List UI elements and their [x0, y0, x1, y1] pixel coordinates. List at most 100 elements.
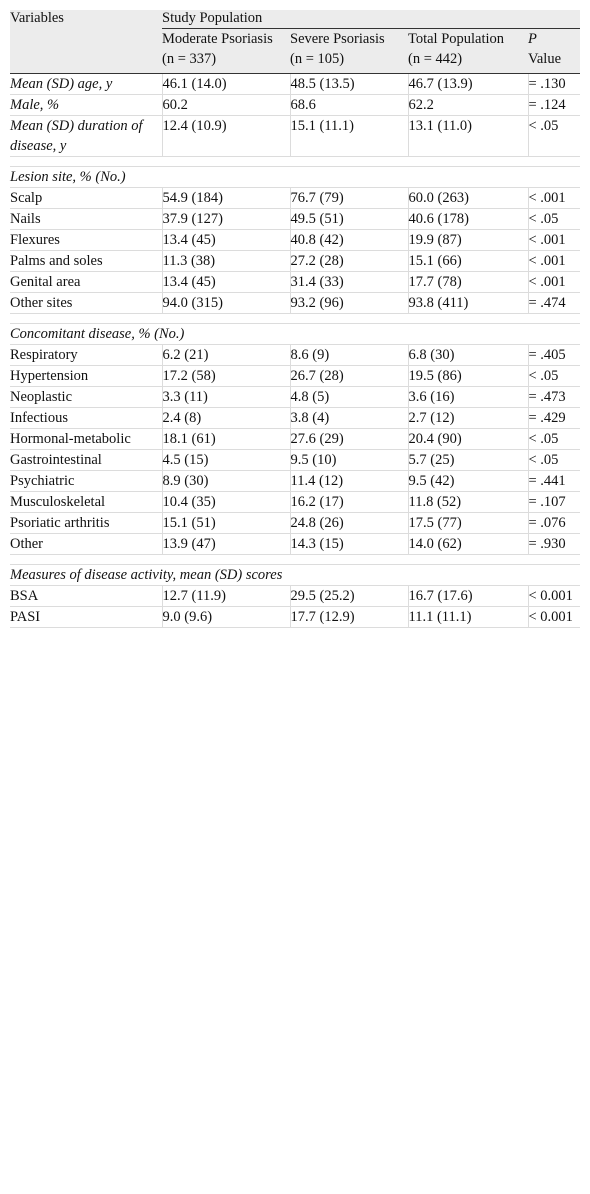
p-value-text: < .05 [528, 452, 559, 468]
row-label: Nails [10, 208, 162, 230]
p-value-text: = .930 [528, 536, 566, 552]
section-spacer [10, 313, 580, 324]
p-value-text: = .473 [528, 389, 566, 405]
p-value-cell: < .001 [527, 187, 580, 209]
p-value-text: < 0.001 [528, 588, 573, 604]
p-value-cell: < .05 [527, 428, 580, 450]
p-value-text: < .05 [528, 211, 559, 227]
moderate-cell: 10.4 (35) [161, 491, 290, 513]
total-column-n: (n = 442) [408, 51, 463, 67]
p-value-cell: < .001 [527, 271, 580, 293]
table-row: Male, % 60.2 68.6 62.2 = .124 [10, 94, 580, 116]
severe-cell: 11.4 (12) [289, 470, 408, 492]
p-value-column-header: P Value [528, 28, 580, 74]
severe-cell: 17.7 (12.9) [289, 606, 408, 628]
row-label: Infectious [10, 407, 162, 429]
row-label: Psychiatric [10, 470, 162, 492]
p-value-text: < .05 [528, 118, 559, 134]
severe-cell: 27.6 (29) [289, 428, 408, 450]
p-value-cell: = .930 [527, 533, 580, 555]
moderate-cell: 18.1 (61) [161, 428, 290, 450]
p-value-cell: < .001 [527, 229, 580, 251]
p-value-cell: = .474 [527, 292, 580, 314]
severe-cell: 76.7 (79) [289, 187, 408, 209]
total-cell: 5.7 (25) [407, 449, 528, 471]
moderate-cell: 9.0 (9.6) [161, 606, 290, 628]
table-row: Neoplastic 3.3 (11) 4.8 (5) 3.6 (16) = .473 [10, 386, 580, 408]
p-value-cell: < .05 [527, 365, 580, 387]
p-value-cell: = .441 [527, 470, 580, 492]
table-body: Mean (SD) age, y 46.1 (14.0) 48.5 (13.5) 46… [10, 73, 580, 628]
moderate-cell: 11.3 (38) [161, 250, 290, 272]
moderate-cell: 94.0 (315) [161, 292, 290, 314]
section-spacer [10, 156, 580, 167]
severe-cell: 15.1 (11.1) [289, 115, 408, 157]
total-column-title: Total Population [408, 31, 505, 47]
severe-cell: 29.5 (25.2) [289, 585, 408, 607]
p-value-cell: < .001 [527, 250, 580, 272]
moderate-cell: 17.2 (58) [161, 365, 290, 387]
table-row: Nails 37.9 (127) 49.5 (51) 40.6 (178) < .05 [10, 208, 580, 230]
total-cell: 13.1 (11.0) [407, 115, 528, 157]
table-row: Other 13.9 (47) 14.3 (15) 14.0 (62) = .930 [10, 533, 580, 555]
section-title: Concomitant disease, % (No.) [10, 323, 580, 345]
moderate-cell: 46.1 (14.0) [161, 73, 290, 95]
p-value-cell: < 0.001 [527, 606, 580, 628]
p-value-text: < .05 [528, 431, 559, 447]
severe-cell: 48.5 (13.5) [289, 73, 408, 95]
total-cell: 15.1 (66) [407, 250, 528, 272]
p-value-cell: < .05 [527, 208, 580, 230]
spacer-cell [10, 313, 580, 324]
total-cell: 20.4 (90) [407, 428, 528, 450]
row-label: BSA [10, 585, 162, 607]
p-value-text: < .001 [528, 274, 566, 290]
severe-cell: 16.2 (17) [289, 491, 408, 513]
p-value-cell: < 0.001 [527, 585, 580, 607]
row-label: Neoplastic [10, 386, 162, 408]
table-row: Palms and soles 11.3 (38) 27.2 (28) 15.1 (6… [10, 250, 580, 272]
moderate-cell: 8.9 (30) [161, 470, 290, 492]
total-cell: 93.8 (411) [407, 292, 528, 314]
row-label: Male, % [10, 94, 162, 116]
total-cell: 9.5 (42) [407, 470, 528, 492]
study-population-header: Study Population [162, 10, 580, 29]
moderate-cell: 60.2 [161, 94, 290, 116]
row-label: Mean (SD) age, y [10, 73, 162, 95]
total-cell: 19.5 (86) [407, 365, 528, 387]
moderate-cell: 15.1 (51) [161, 512, 290, 534]
table-row: BSA 12.7 (11.9) 29.5 (25.2) 16.7 (17.6) < 0.… [10, 585, 580, 607]
total-column-header: Total Population (n = 442) [408, 28, 528, 74]
p-value-text: = .076 [528, 515, 566, 531]
total-cell: 40.6 (178) [407, 208, 528, 230]
p-value-column-symbol: P [528, 31, 537, 47]
p-value-text: = .441 [528, 473, 566, 489]
total-cell: 60.0 (263) [407, 187, 528, 209]
row-label: Flexures [10, 229, 162, 251]
severe-cell: 31.4 (33) [289, 271, 408, 293]
moderate-cell: 12.4 (10.9) [161, 115, 290, 157]
table-row: Flexures 13.4 (45) 40.8 (42) 19.9 (87) < .00… [10, 229, 580, 251]
total-cell: 62.2 [407, 94, 528, 116]
table-row: Infectious 2.4 (8) 3.8 (4) 2.7 (12) = .429 [10, 407, 580, 429]
total-cell: 46.7 (13.9) [407, 73, 528, 95]
severe-cell: 26.7 (28) [289, 365, 408, 387]
total-cell: 2.7 (12) [407, 407, 528, 429]
section-header-row: Concomitant disease, % (No.) [10, 323, 580, 345]
p-value-cell: = .473 [527, 386, 580, 408]
p-value-cell: = .130 [527, 73, 580, 95]
section-header-row: Lesion site, % (No.) [10, 166, 580, 188]
row-label: Palms and soles [10, 250, 162, 272]
p-value-text: < 0.001 [528, 609, 573, 625]
moderate-cell: 13.9 (47) [161, 533, 290, 555]
section-title: Measures of disease activity, mean (SD) … [10, 564, 580, 586]
severe-cell: 4.8 (5) [289, 386, 408, 408]
p-value-cell: = .124 [527, 94, 580, 116]
table-row: Psoriatic arthritis 15.1 (51) 24.8 (26) 17.… [10, 512, 580, 534]
p-value-cell: = .429 [527, 407, 580, 429]
p-value-cell: < .05 [527, 449, 580, 471]
p-value-text: = .130 [528, 76, 566, 92]
moderate-cell: 37.9 (127) [161, 208, 290, 230]
severe-cell: 8.6 (9) [289, 344, 408, 366]
table-row: PASI 9.0 (9.6) 17.7 (12.9) 11.1 (11.1) < 0.0… [10, 606, 580, 628]
p-value-text: = .107 [528, 494, 566, 510]
